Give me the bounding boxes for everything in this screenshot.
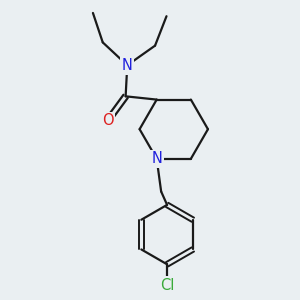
Text: O: O (102, 113, 113, 128)
Text: Cl: Cl (160, 278, 174, 293)
Text: N: N (151, 151, 162, 166)
Text: N: N (122, 58, 133, 73)
